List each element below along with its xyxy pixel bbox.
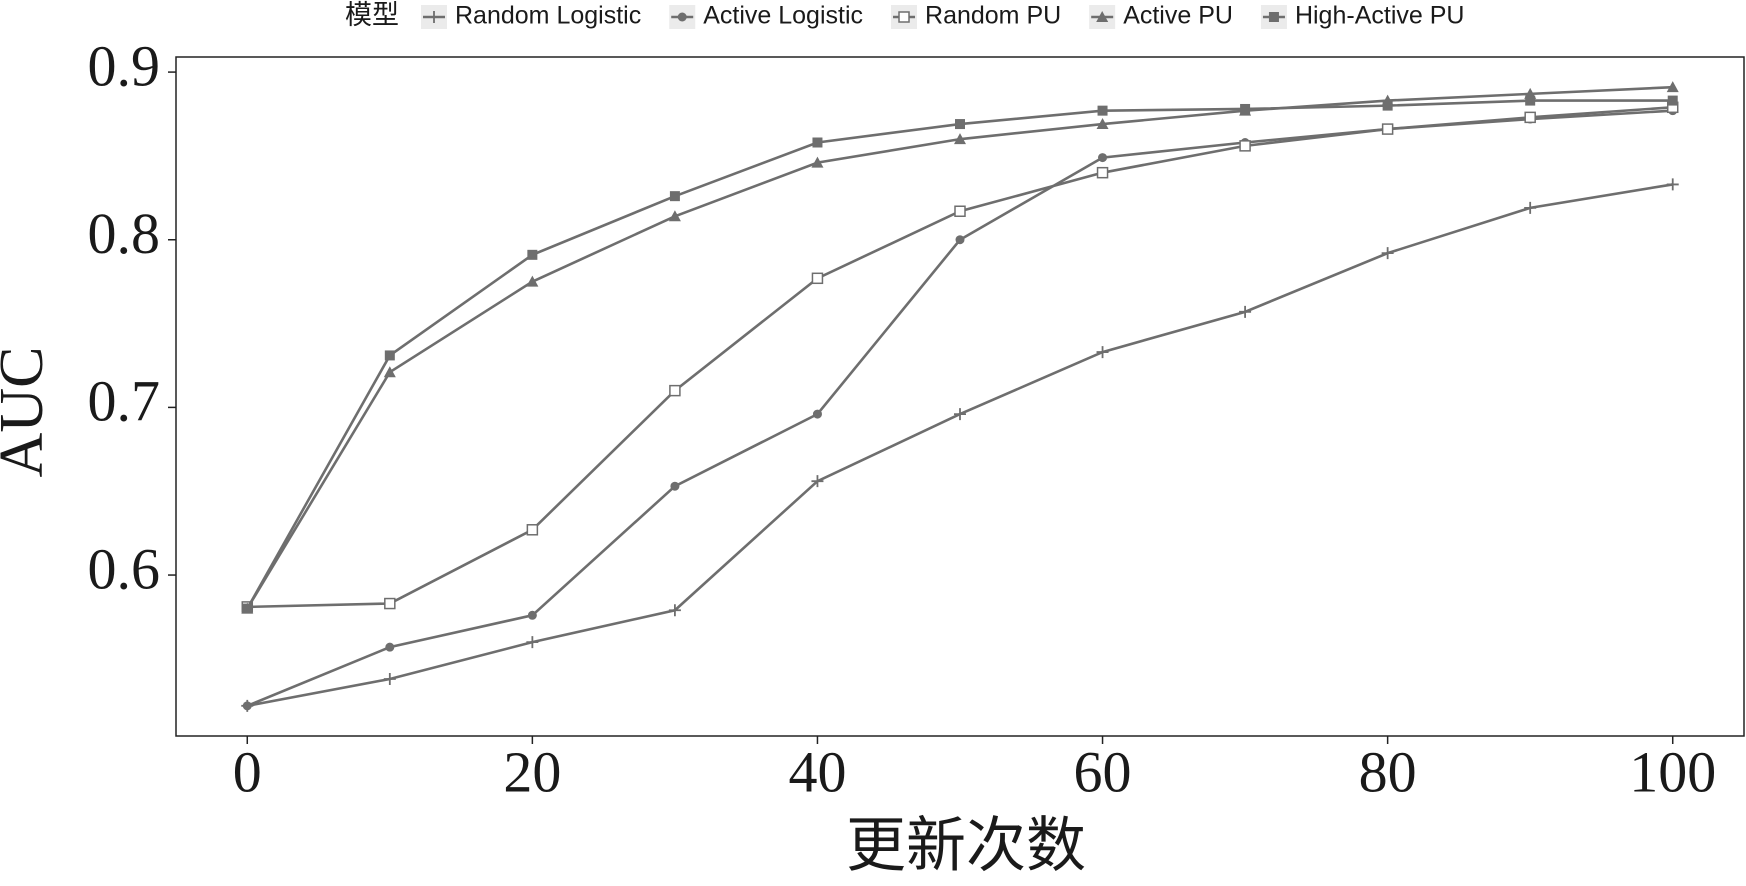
- data-point: [383, 366, 396, 378]
- data-point: [955, 235, 965, 245]
- legend-title: 模型: [345, 0, 399, 30]
- plot-frame: [175, 56, 1745, 737]
- data-point: [955, 119, 965, 130]
- y-tick-label: 0.9: [88, 33, 161, 98]
- x-tick-label: 60: [1074, 739, 1132, 804]
- data-point: [242, 701, 252, 711]
- y-tick-label: 0.6: [88, 536, 161, 601]
- data-point: [1381, 123, 1394, 135]
- series-line: [247, 105, 1673, 609]
- legend-label: Active Logistic: [703, 2, 863, 30]
- legend-label: High-Active PU: [1295, 2, 1465, 30]
- y-tick-label: 0.7: [88, 369, 161, 434]
- data-point: [383, 672, 396, 685]
- data-point: [385, 642, 395, 652]
- series-line: [247, 183, 1673, 708]
- data-point: [384, 350, 395, 361]
- x-tick-label: 100: [1629, 739, 1716, 804]
- data-point: [526, 275, 539, 287]
- y-tick-label: 0.8: [88, 201, 161, 266]
- data-point: [1096, 166, 1109, 179]
- data-point: [1666, 178, 1679, 191]
- data-point: [669, 384, 681, 397]
- data-point: [1382, 100, 1393, 111]
- data-point: [1381, 247, 1394, 260]
- data-point: [811, 156, 824, 168]
- data-point: [1239, 140, 1251, 152]
- y-axis-title: AUC: [0, 347, 56, 478]
- data-point: [811, 475, 824, 488]
- data-point: [1666, 81, 1679, 93]
- data-point: [526, 524, 539, 536]
- legend-key-marker: [1096, 11, 1109, 22]
- legend-key-marker: [1268, 12, 1279, 22]
- legend-label: Active PU: [1123, 2, 1233, 30]
- data-point: [1240, 103, 1251, 114]
- series-line: [246, 99, 1673, 610]
- data-point: [668, 210, 681, 222]
- data-point: [669, 191, 680, 202]
- data-point: [1667, 95, 1678, 106]
- data-point: [384, 597, 396, 610]
- legend-key-marker: [898, 11, 910, 23]
- series-line: [246, 85, 1673, 610]
- data-point: [954, 205, 966, 217]
- legend-key-marker: [428, 11, 440, 23]
- x-tick-label: 20: [503, 739, 561, 804]
- data-point: [1096, 346, 1109, 359]
- data-point: [811, 272, 824, 285]
- x-tick-label: 80: [1359, 739, 1417, 804]
- legend-label: Random Logistic: [455, 2, 641, 30]
- legend: 模型 Random Logistic Active Logistic Random P…: [345, 0, 1464, 30]
- data-point: [670, 481, 680, 491]
- data-point: [1525, 95, 1536, 106]
- data-point: [1098, 153, 1108, 163]
- legend-label: Random PU: [925, 2, 1061, 30]
- data-point: [1097, 105, 1108, 116]
- data-point: [1096, 118, 1109, 130]
- x-tick-label: 0: [233, 739, 262, 804]
- data-point: [812, 137, 823, 148]
- data-point: [526, 636, 539, 649]
- data-point: [954, 408, 966, 421]
- legend-key-marker: [677, 12, 687, 22]
- data-point: [812, 409, 822, 419]
- data-point: [1524, 111, 1536, 124]
- data-point: [954, 133, 966, 145]
- data-point: [668, 604, 681, 617]
- x-tick-label: 40: [788, 739, 846, 804]
- data-point: [1524, 201, 1537, 214]
- x-axis-title: 更新次数: [846, 813, 1086, 879]
- data-point: [527, 610, 537, 620]
- data-point: [1239, 305, 1252, 318]
- data-point: [527, 249, 538, 260]
- data-point: [242, 603, 253, 614]
